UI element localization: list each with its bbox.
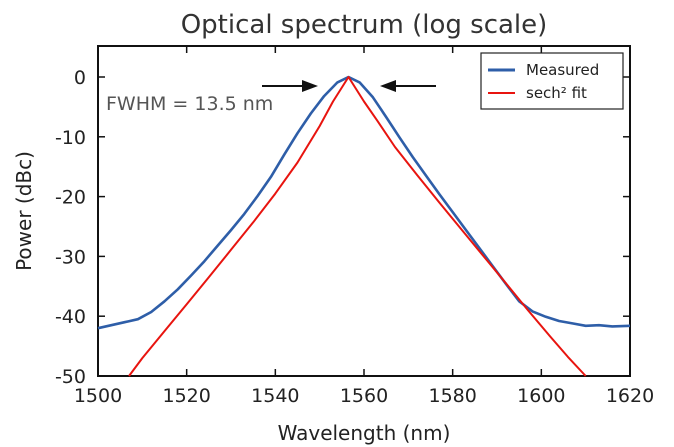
y-tick-label: -50	[55, 366, 86, 388]
fwhm-arrowhead-left	[302, 80, 318, 92]
x-tick-label: 1540	[251, 385, 299, 407]
y-tick-label: -20	[55, 187, 86, 209]
series-line-sech2-fit	[128, 76, 587, 377]
y-tick-label: -30	[55, 246, 86, 268]
fwhm-label: FWHM = 13.5 nm	[106, 93, 273, 115]
x-tick-label: 1580	[428, 385, 476, 407]
y-axis-label: Power (dBc)	[12, 151, 36, 271]
y-tick-label: -40	[55, 306, 86, 328]
y-tick-label: 0	[74, 67, 86, 89]
x-tick-label: 1600	[517, 385, 565, 407]
x-tick-label: 1620	[606, 385, 654, 407]
series-layer	[97, 75, 631, 377]
series-line-measured	[97, 75, 631, 330]
fwhm-annotation: FWHM = 13.5 nm	[106, 80, 436, 115]
x-tick-label: 1560	[340, 385, 388, 407]
chart-title: Optical spectrum (log scale)	[181, 10, 548, 40]
x-tick-label: 1500	[74, 385, 122, 407]
axis-ticks: 1500 1520 1540 1560 1580 1600 1620 0 -10 -20 -30 -4…	[55, 46, 654, 407]
legend-box	[480, 52, 624, 110]
legend-label-measured: Measured	[526, 61, 599, 79]
y-tick-label: -10	[55, 127, 86, 149]
legend: Measured sech² fit	[480, 52, 624, 110]
x-axis-label: Wavelength (nm)	[278, 421, 451, 445]
x-tick-label: 1520	[162, 385, 210, 407]
legend-label-fit: sech² fit	[526, 84, 587, 102]
fwhm-arrowhead-right	[380, 80, 396, 92]
